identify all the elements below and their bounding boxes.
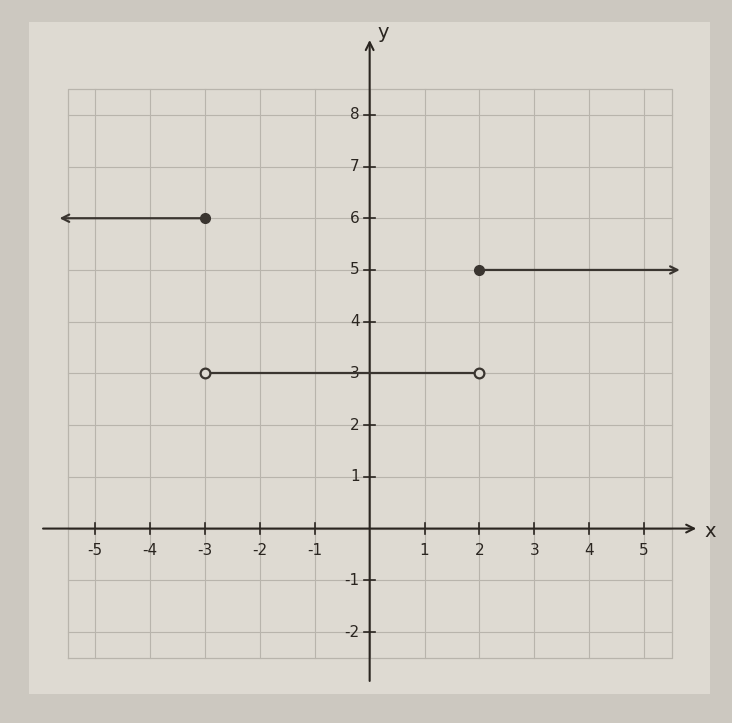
Text: y: y — [378, 22, 389, 41]
Text: 3: 3 — [350, 366, 359, 381]
Text: -2: -2 — [253, 543, 267, 558]
Text: -3: -3 — [198, 543, 212, 558]
Text: 1: 1 — [350, 469, 359, 484]
Text: 8: 8 — [350, 107, 359, 122]
Text: 4: 4 — [584, 543, 594, 558]
Text: 4: 4 — [350, 315, 359, 329]
Text: 7: 7 — [350, 159, 359, 174]
Text: 1: 1 — [419, 543, 430, 558]
Text: -1: -1 — [345, 573, 359, 588]
Text: -1: -1 — [307, 543, 322, 558]
Text: -4: -4 — [143, 543, 157, 558]
Text: 5: 5 — [350, 262, 359, 278]
Text: 2: 2 — [350, 418, 359, 432]
Text: 6: 6 — [350, 210, 359, 226]
Text: 5: 5 — [639, 543, 649, 558]
Text: x: x — [704, 522, 716, 541]
Text: 2: 2 — [474, 543, 485, 558]
Text: -2: -2 — [345, 625, 359, 640]
Text: -5: -5 — [88, 543, 102, 558]
Text: 3: 3 — [529, 543, 539, 558]
